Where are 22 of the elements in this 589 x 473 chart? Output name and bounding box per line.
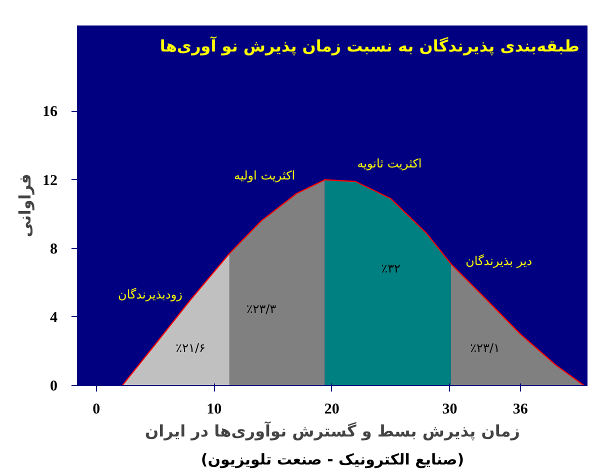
y-tick-label: 0 — [50, 378, 58, 394]
text: (صنایع الکترونیک - صنعت تلویزیون) — [200, 450, 464, 468]
x-tick-label: 0 — [92, 402, 100, 418]
y-axis-title: فراوانی — [16, 174, 34, 238]
annotation: ٪۳۲ — [381, 262, 400, 276]
x-tick-label: 36 — [512, 402, 528, 418]
series-label: اکثریت ثانویه — [357, 156, 422, 170]
series-label: زودبذیرندگان — [118, 287, 183, 302]
series-label: دیر بذیرندگان — [466, 254, 532, 268]
annotation: ٪۲۳/۳ — [246, 302, 277, 316]
y-tick-label: 4 — [50, 310, 58, 326]
x-tick-label: 30 — [442, 402, 458, 418]
y-tick-label: 12 — [42, 172, 58, 189]
y-tick-label: 8 — [50, 241, 58, 258]
text: طبقه‌بندی پذیرندگان به نسبت زمان پذیرش نو آوری‌ها — [160, 36, 580, 56]
annotation: ٪۲۳/۱ — [470, 341, 500, 356]
x-axis-title: زمان پذیرش بسط و گسترش نوآوری‌ها در ایران — [144, 420, 520, 440]
annotation: ٪۲۱/۶ — [176, 340, 206, 355]
x-tick-label: 20 — [324, 402, 340, 418]
series-label: اکثریت اولیه — [234, 168, 296, 182]
y-tick-label: 16 — [42, 104, 58, 120]
x-tick-label: 10 — [206, 402, 222, 418]
